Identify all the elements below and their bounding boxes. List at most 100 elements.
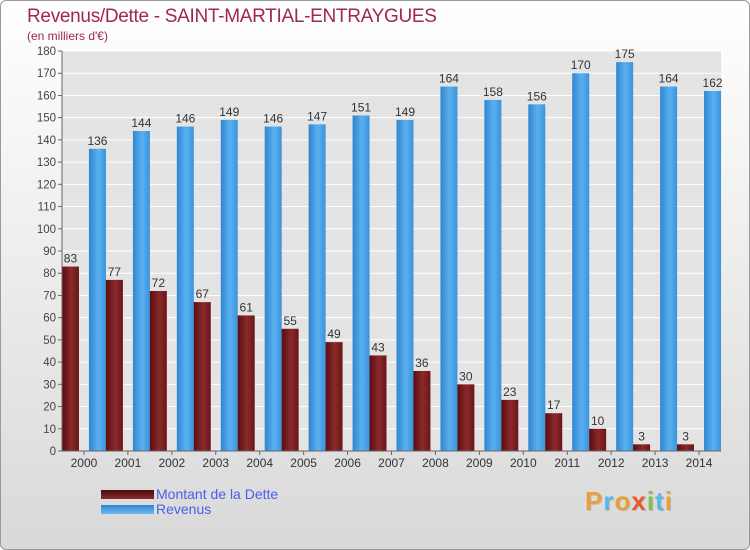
legend-label-dette: Montant de la Dette — [156, 486, 279, 502]
bar-revenus — [572, 73, 590, 451]
y-tick-label: 50 — [43, 335, 56, 347]
bar-dette — [61, 266, 79, 451]
x-tick-label: 2012 — [598, 456, 625, 470]
bar-revenus — [132, 131, 150, 451]
data-label-dette: 67 — [196, 287, 210, 301]
bar-revenus — [308, 124, 326, 451]
bar-revenus — [220, 119, 238, 451]
bar-revenus — [440, 86, 458, 452]
x-tick-label: 2011 — [554, 456, 580, 470]
data-label-revenus: 136 — [87, 134, 107, 148]
bar-revenus — [616, 62, 634, 451]
data-label-revenus: 146 — [263, 112, 283, 126]
logo-letter: t — [655, 486, 665, 516]
bar-dette — [237, 315, 255, 451]
data-label-revenus: 149 — [395, 105, 415, 119]
logo-letter: i — [646, 486, 656, 516]
data-label-dette: 43 — [371, 340, 385, 354]
bar-revenus — [264, 126, 282, 452]
y-tick-label: 10 — [43, 424, 56, 436]
data-label-revenus: 158 — [483, 85, 503, 99]
y-tick-label: 0 — [50, 446, 56, 458]
data-label-revenus: 175 — [615, 47, 635, 61]
bar-dette — [457, 384, 475, 451]
logo-letter: P — [585, 486, 604, 516]
y-tick-label: 110 — [38, 202, 56, 214]
logo-letter: x — [631, 486, 647, 516]
bar-revenus — [660, 86, 678, 452]
x-tick-label: 2007 — [378, 456, 405, 470]
bar-dette — [193, 302, 211, 451]
x-tick-label: 2009 — [466, 456, 493, 470]
y-tick-label: 130 — [37, 157, 56, 169]
x-tick-label: 2008 — [422, 456, 449, 470]
legend-label-revenus: Revenus — [156, 501, 212, 517]
y-tick-label: 20 — [43, 402, 56, 414]
data-label-revenus: 156 — [527, 89, 547, 103]
y-tick-label: 150 — [37, 113, 56, 125]
x-tick-label: 2014 — [686, 456, 713, 470]
legend-swatch-revenus — [101, 505, 154, 514]
data-label-dette: 36 — [415, 356, 429, 370]
bar-dette — [149, 291, 167, 451]
data-label-revenus: 170 — [571, 58, 591, 72]
logo-letter: o — [614, 486, 632, 516]
data-label-revenus: 162 — [703, 76, 723, 90]
chart-title: Revenus/Dette - SAINT-MARTIAL-ENTRAYGUES — [27, 6, 437, 27]
bar-dette — [369, 355, 387, 451]
data-label-dette: 83 — [64, 252, 78, 266]
x-tick-label: 2006 — [334, 456, 361, 470]
data-label-dette: 3 — [682, 429, 689, 443]
data-label-dette: 61 — [240, 300, 254, 314]
x-tick-label: 2000 — [71, 456, 98, 470]
x-tick-label: 2003 — [202, 456, 229, 470]
data-label-revenus: 147 — [307, 109, 327, 123]
y-tick-label: 120 — [37, 179, 56, 191]
logo-letter: i — [664, 486, 673, 516]
data-label-revenus: 164 — [659, 72, 679, 86]
bar-revenus — [176, 126, 194, 452]
data-label-revenus: 151 — [351, 100, 371, 114]
y-tick-label: 100 — [37, 224, 56, 236]
bar-dette — [325, 342, 343, 451]
x-tick-label: 2005 — [290, 456, 317, 470]
logo-letter: r — [603, 486, 615, 516]
data-label-dette: 17 — [547, 398, 561, 412]
y-tick-label: 180 — [37, 46, 56, 58]
data-label-revenus: 149 — [219, 105, 239, 119]
proxiti-logo: Proxiti — [585, 486, 673, 517]
data-label-dette: 3 — [638, 429, 645, 443]
bar-revenus — [396, 119, 414, 451]
data-label-dette: 10 — [591, 414, 605, 428]
data-label-dette: 72 — [152, 276, 166, 290]
data-label-dette: 30 — [459, 369, 473, 383]
bar-revenus — [704, 91, 722, 451]
bar-revenus — [352, 115, 370, 451]
y-tick-label: 70 — [43, 290, 56, 302]
data-label-dette: 49 — [327, 327, 341, 341]
x-tick-label: 2010 — [510, 456, 537, 470]
y-tick-label: 60 — [43, 313, 56, 325]
x-tick-label: 2002 — [158, 456, 185, 470]
x-tick-label: 2001 — [115, 456, 142, 470]
bar-dette — [677, 444, 695, 451]
bar-dette — [589, 428, 607, 451]
y-tick-label: 90 — [43, 246, 56, 258]
data-label-revenus: 146 — [175, 112, 195, 126]
bar-revenus — [88, 148, 106, 451]
y-tick-label: 170 — [37, 68, 56, 80]
y-tick-label: 80 — [43, 268, 56, 280]
legend-swatch-dette — [101, 490, 154, 499]
y-tick-label: 160 — [37, 90, 56, 102]
bar-dette — [105, 279, 123, 451]
bar-dette — [545, 413, 563, 451]
data-label-dette: 77 — [108, 265, 122, 279]
y-tick-label: 40 — [43, 357, 56, 369]
bar-dette — [501, 399, 519, 451]
bar-revenus — [528, 104, 546, 451]
bar-revenus — [484, 99, 502, 451]
x-tick-label: 2004 — [246, 456, 273, 470]
chart-subtitle: (en milliers d'€) — [27, 29, 108, 43]
